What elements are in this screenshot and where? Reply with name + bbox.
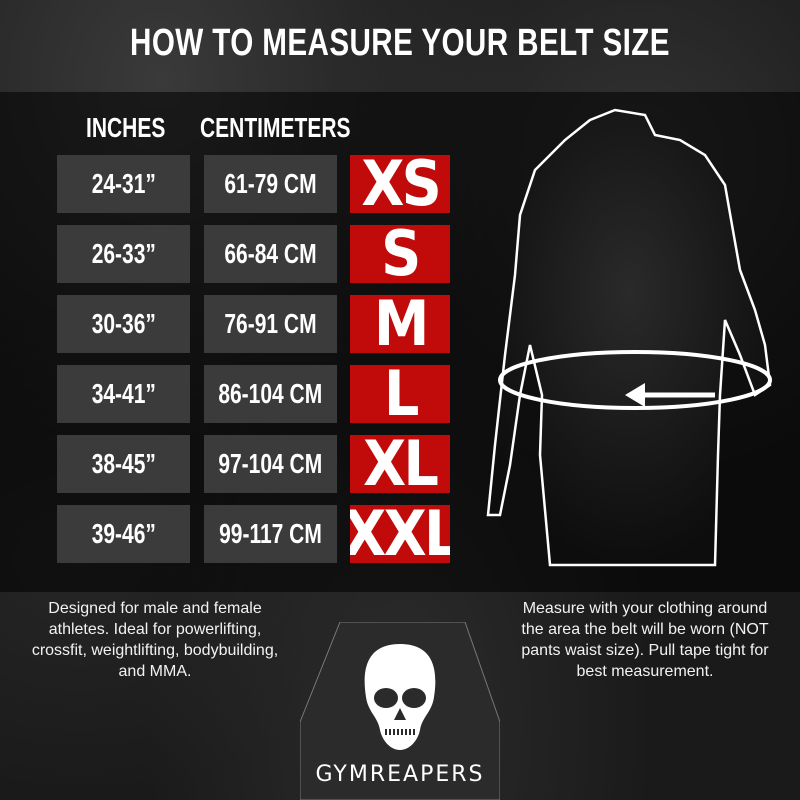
cm-cell: 97-104 CM	[204, 435, 337, 493]
logo-panel	[300, 622, 500, 800]
note-right: Measure with your clothing around the ar…	[521, 600, 769, 680]
page-title: HOW TO MEASURE YOUR BELT SIZE	[130, 22, 670, 64]
inches-cell: 26-33”	[57, 225, 190, 283]
size-badge: XL	[350, 435, 450, 493]
note-left: Designed for male and female athletes. I…	[31, 600, 279, 680]
inches-value: 34-41”	[91, 378, 156, 409]
size-badge: S	[350, 225, 450, 283]
inches-cell: 30-36”	[57, 295, 190, 353]
size-label: M	[373, 295, 430, 353]
cm-value: 76-91 CM	[224, 308, 317, 339]
inches-value: 30-36”	[91, 308, 156, 339]
skull-icon	[364, 644, 436, 750]
size-label: XL	[363, 435, 439, 493]
inches-value: 38-45”	[91, 448, 156, 479]
inches-cell: 39-46”	[57, 505, 190, 563]
inches-cell: 34-41”	[57, 365, 190, 423]
cm-cell: 76-91 CM	[204, 295, 337, 353]
size-label: XS	[361, 155, 442, 213]
cm-cell: 99-117 CM	[204, 505, 337, 563]
cm-value: 97-104 CM	[218, 448, 323, 479]
size-label: XXL	[350, 505, 450, 563]
size-badge: XXL	[350, 505, 450, 563]
arrow-icon	[625, 383, 645, 407]
header-inches: INCHES	[86, 112, 166, 143]
cm-value: 86-104 CM	[218, 378, 323, 409]
size-label: S	[381, 225, 421, 283]
measure-loop	[498, 350, 772, 410]
brand-name: GYMREAPERS	[315, 762, 485, 787]
cm-cell: 66-84 CM	[204, 225, 337, 283]
inches-value: 26-33”	[91, 238, 156, 269]
size-badge: L	[350, 365, 450, 423]
cm-value: 66-84 CM	[224, 238, 317, 269]
cm-value: 99-117 CM	[219, 518, 322, 549]
inches-value: 24-31”	[91, 168, 156, 199]
cm-value: 61-79 CM	[224, 168, 317, 199]
body-outline	[486, 108, 772, 567]
inches-cell: 24-31”	[57, 155, 190, 213]
torso-illustration	[486, 108, 772, 567]
inches-value: 39-46”	[91, 518, 156, 549]
size-label: L	[383, 365, 420, 423]
header-centimeters: CENTIMETERS	[200, 112, 351, 143]
size-badge: XS	[350, 155, 450, 213]
size-badge: M	[350, 295, 450, 353]
cm-cell: 61-79 CM	[204, 155, 337, 213]
inches-cell: 38-45”	[57, 435, 190, 493]
cm-cell: 86-104 CM	[204, 365, 337, 423]
